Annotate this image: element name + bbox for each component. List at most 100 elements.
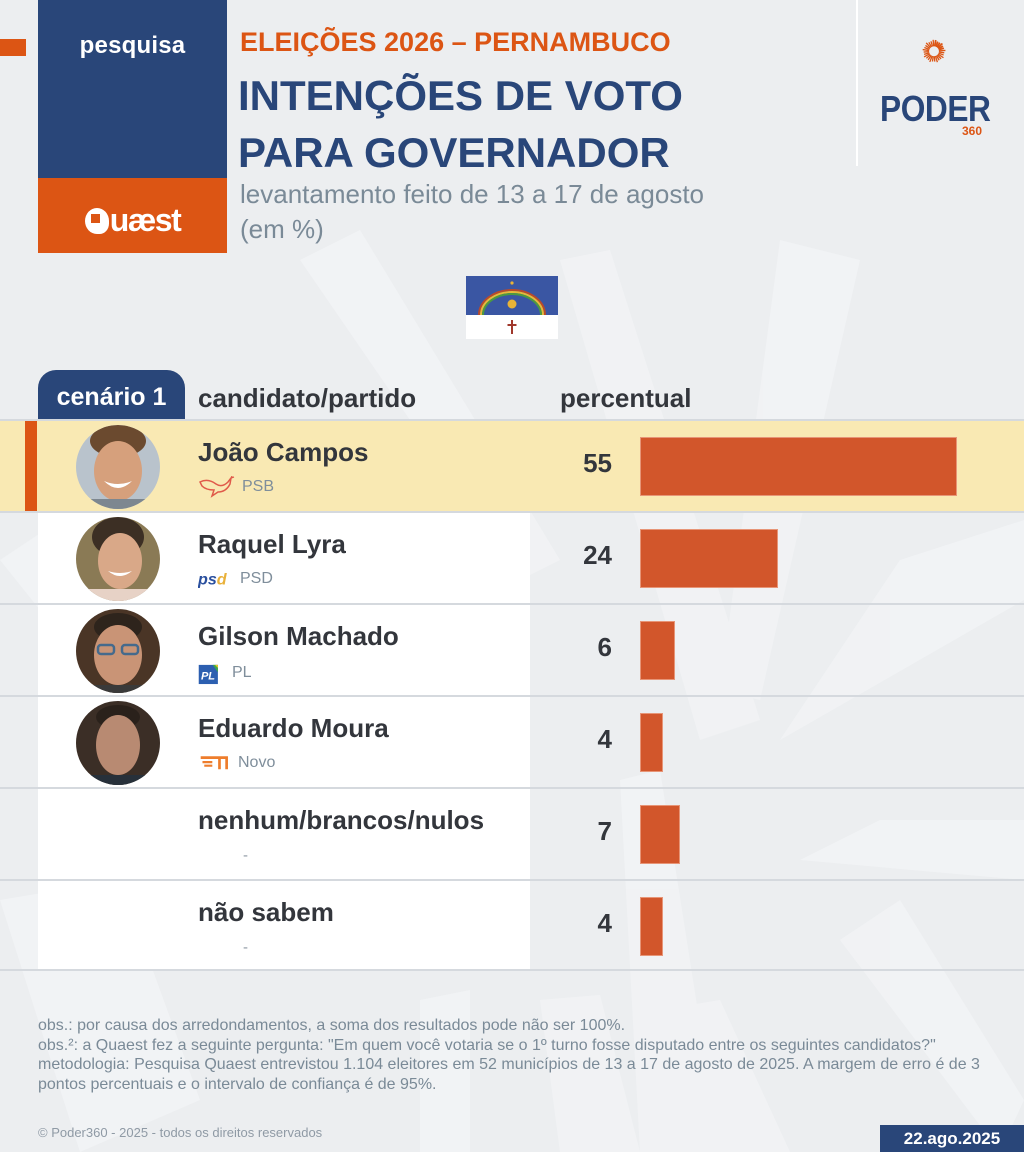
date-badge: 22.ago.2025 [880, 1125, 1024, 1152]
novo-logo-icon [200, 756, 228, 770]
sun-ray [930, 41, 934, 47]
brand-top-panel: pesquisa [38, 0, 227, 178]
bar [640, 805, 681, 864]
party-name: - [243, 847, 248, 864]
candidate-name: João Campos [198, 437, 369, 467]
sun-ray [938, 52, 944, 56]
bar [640, 713, 664, 772]
psd-logo-icon: psd [198, 571, 228, 589]
sun-ray [923, 52, 930, 55]
table-row: João Campos PSB 55 [0, 419, 1024, 511]
percent-value: 7 [597, 816, 612, 846]
pernambuco-flag-icon [466, 276, 558, 339]
poder360-sun-icon [922, 39, 946, 63]
candidate-name: Gilson Machado [198, 621, 399, 651]
svg-text:psd: psd [198, 571, 228, 589]
note-rounding: obs.: por causa dos arredondamentos, a s… [38, 1017, 626, 1034]
candidate-photo [76, 425, 160, 509]
quaest-q-icon [84, 207, 109, 234]
sun-ray [934, 41, 939, 48]
sun-ray [922, 48, 930, 52]
candidate-cell [38, 789, 530, 879]
party-info: PSB [198, 476, 274, 498]
column-header-percent: percentual [560, 383, 692, 413]
footnotes: obs.: por causa dos arredondamentos, a s… [38, 1016, 988, 1094]
percent-value: 4 [597, 908, 612, 938]
header-divider [856, 0, 858, 166]
party-name: PL [232, 664, 252, 681]
bar [640, 897, 664, 956]
poder360-wordmark: PODER [880, 88, 991, 129]
subtitle-line-1: levantamento feito de 13 a 17 de agosto [240, 179, 705, 209]
subtitle: levantamento feito de 13 a 17 de agosto … [240, 177, 704, 247]
candidate-name: nenhum/brancos/nulos [198, 805, 485, 835]
brand-label: pesquisa [79, 32, 186, 59]
copyright: © Poder360 - 2025 - todos os direitos re… [38, 1125, 323, 1140]
party-name: PSD [240, 570, 273, 587]
candidate-cell [38, 881, 530, 969]
sun-ray [931, 56, 934, 62]
party-info: psd PSD [198, 568, 273, 590]
table-row: nenhum/brancos/nulos - 7 [0, 787, 1024, 879]
sun-ray [924, 46, 930, 51]
sun-ray [936, 54, 942, 60]
sun-ray [925, 54, 931, 59]
quaest-logo-panel: uæst [38, 178, 227, 253]
candidate-photo [76, 517, 160, 601]
sun-ray [923, 53, 931, 58]
pl-logo-icon: PL [198, 664, 218, 685]
sun-ray [928, 41, 933, 48]
table-row: Raquel Lyra psd PSD 24 [0, 511, 1024, 603]
table-row: Gilson Machado PL PL 6 [0, 603, 1024, 695]
sun-ray [937, 53, 944, 59]
results-table: João Campos PSB 55 Raquel Lyra psd PSD 2… [0, 419, 1024, 971]
sun-ray [938, 51, 945, 54]
poder360-number: 360 [962, 124, 983, 138]
candidate-name: não sabem [198, 897, 334, 927]
sun-ray [937, 45, 944, 50]
column-header-candidate: candidato/partido [198, 383, 417, 413]
quaest-wordmark: uæst [109, 202, 182, 238]
candidate-name: Eduardo Moura [198, 713, 389, 743]
title-line-2: PARA GOVERNADOR [238, 129, 670, 176]
note-question: obs.²: a Quaest fez a seguinte pergunta:… [38, 1036, 936, 1054]
sun-ray [929, 55, 933, 63]
subtitle-line-2: (em %) [240, 214, 324, 244]
scenario-tab[interactable]: cenário 1 [38, 370, 185, 420]
sun-ray [934, 55, 938, 63]
table-row: Eduardo Moura Novo 4 [0, 695, 1024, 787]
note-methodology: metodologia: Pesquisa Quaest entrevistou… [38, 1056, 980, 1093]
sun-ray [935, 55, 940, 61]
sun-ray [925, 42, 932, 49]
party-info: PL PL [198, 660, 252, 686]
svg-text:PL: PL [201, 671, 215, 683]
quaest-logo: uæst [84, 202, 182, 239]
bar [640, 437, 957, 496]
page-title: INTENÇÕES DE VOTO PARA GOVERNADOR [238, 67, 683, 181]
bar [640, 529, 779, 588]
sun-ray [938, 47, 945, 51]
party-name: Novo [238, 754, 276, 771]
percent-value: 4 [597, 724, 612, 754]
title-line-1: INTENÇÕES DE VOTO [238, 72, 683, 119]
bar [640, 621, 675, 680]
table-row: não sabem - 4 [0, 879, 1024, 971]
candidate-name: Raquel Lyra [198, 529, 346, 559]
candidate-photo [76, 701, 160, 785]
sun-ray [925, 44, 931, 50]
party-name: - [243, 939, 248, 956]
percent-value: 6 [597, 632, 612, 662]
highlight-accent-bar [25, 421, 37, 511]
percent-value: 24 [583, 540, 612, 570]
party-info: Novo [198, 752, 275, 774]
pollster-brand-box: pesquisa uæst [38, 0, 227, 253]
sun-ray [927, 54, 932, 61]
orange-accent-tab [0, 39, 26, 56]
candidate-photo [76, 609, 160, 693]
sun-ray [933, 39, 937, 47]
party-name: PSB [242, 478, 275, 495]
psb-dove-icon [198, 476, 235, 498]
kicker-title: ELEIÇÕES 2026 – PERNAMBUCO [240, 27, 671, 57]
sun-ray [937, 42, 943, 49]
sun-ray [936, 42, 941, 48]
